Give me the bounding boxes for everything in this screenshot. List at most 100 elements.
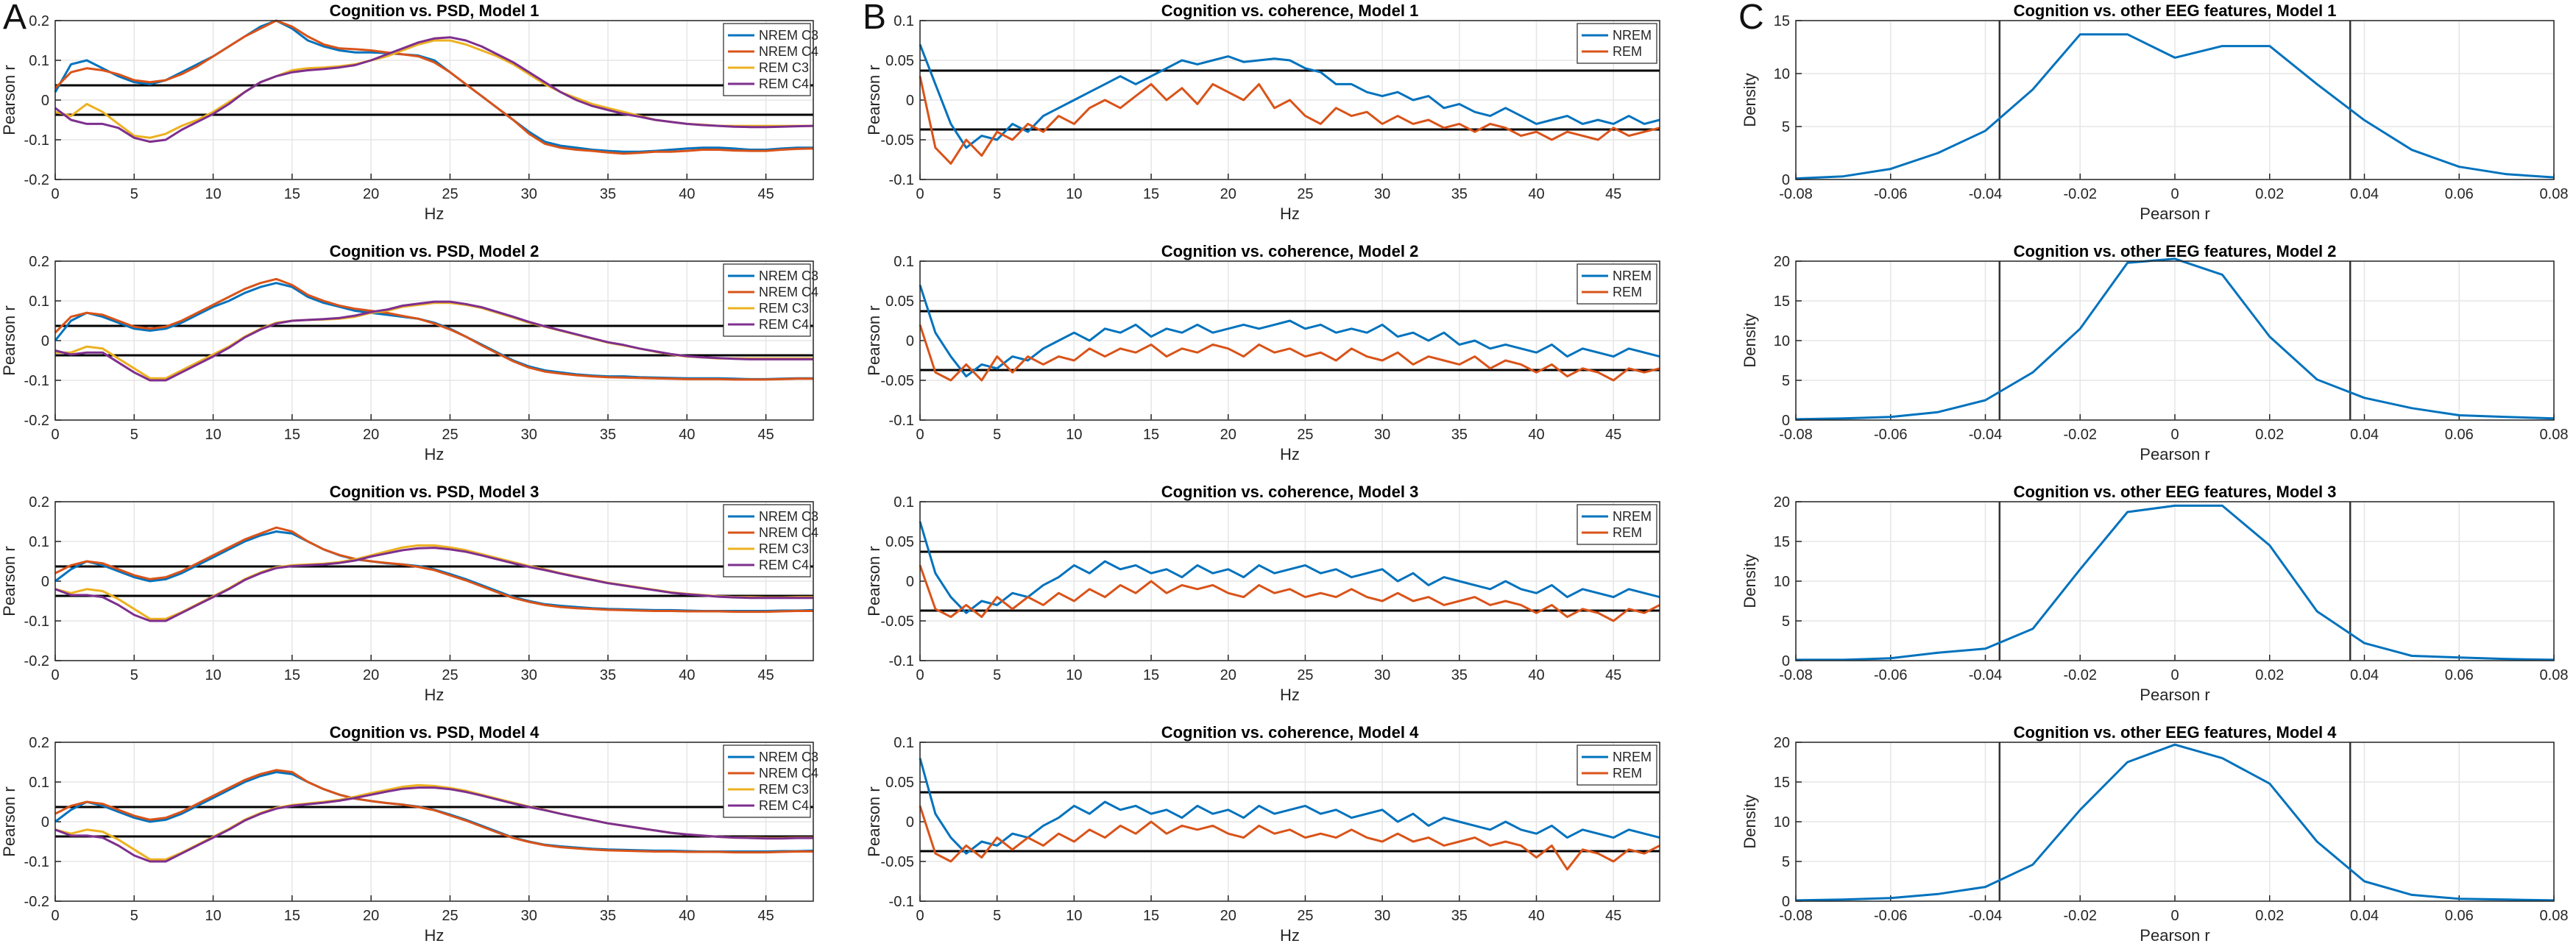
y-tick-label: 10 bbox=[1774, 333, 1790, 349]
series-line-rem-c4 bbox=[54, 547, 813, 622]
series-line-rem-c4 bbox=[54, 36, 814, 143]
chart-title: Cognition vs. PSD, Model 2 bbox=[330, 242, 539, 260]
chart-title: Cognition vs. coherence, Model 2 bbox=[1161, 242, 1419, 260]
y-tick-label: -0.1 bbox=[24, 373, 49, 389]
x-axis-label: Hz bbox=[425, 205, 445, 223]
y-tick-label: 15 bbox=[1774, 775, 1790, 791]
x-tick-label: -0.08 bbox=[1779, 186, 1813, 202]
x-tick-label: -0.04 bbox=[1969, 667, 2003, 683]
y-tick-label: 20 bbox=[1774, 494, 1790, 511]
y-tick-label: 0 bbox=[906, 333, 914, 349]
y-tick-label: 0 bbox=[41, 93, 49, 109]
x-tick-label: -0.04 bbox=[1969, 427, 2003, 443]
x-tick-label: -0.02 bbox=[2063, 667, 2097, 683]
x-tick-label: 0 bbox=[51, 667, 59, 683]
series-line-nrem-c4 bbox=[54, 19, 814, 155]
x-tick-label: 35 bbox=[1451, 908, 1468, 924]
x-tick-label: 0.02 bbox=[2255, 427, 2284, 443]
x-tick-label: 40 bbox=[679, 908, 695, 924]
x-tick-label: 0.02 bbox=[2255, 667, 2284, 683]
x-axis-label: Hz bbox=[425, 445, 445, 463]
y-tick-label: 15 bbox=[1774, 294, 1790, 310]
chart-b3: 0 5 10 15 20 25 30 35 40 45 -0.1 -0.05 0 0.05 0.1 Cogni… bbox=[865, 483, 1660, 704]
x-tick-label: 30 bbox=[521, 908, 537, 924]
x-tick-label: -0.04 bbox=[1969, 186, 2003, 202]
series-line-density bbox=[1795, 33, 2555, 180]
series-line-rem-c4 bbox=[54, 786, 813, 863]
y-tick-label: 0.05 bbox=[885, 53, 914, 69]
x-tick-label: 0.06 bbox=[2445, 427, 2474, 443]
y-tick-label: 0 bbox=[41, 574, 49, 590]
x-tick-label: 20 bbox=[1220, 186, 1236, 202]
axes-box bbox=[54, 20, 814, 180]
chart-b2: 0 5 10 15 20 25 30 35 40 45 -0.1 -0.05 0 0.05 0.1 Cogni… bbox=[865, 242, 1660, 463]
y-axis-label: Pearson r bbox=[0, 786, 18, 856]
x-tick-label: 40 bbox=[679, 667, 695, 683]
x-tick-label: -0.08 bbox=[1779, 667, 1813, 683]
y-axis-label: Density bbox=[1741, 313, 1759, 367]
y-tick-label: 5 bbox=[1782, 614, 1790, 630]
x-tick-label: 15 bbox=[1143, 427, 1159, 443]
series-line-nrem bbox=[919, 284, 1660, 378]
y-tick-label: 0.2 bbox=[29, 13, 49, 29]
chart-title: Cognition vs. PSD, Model 1 bbox=[330, 1, 539, 20]
y-tick-label: 0 bbox=[41, 814, 49, 831]
axes-box bbox=[54, 260, 814, 421]
x-tick-label: 0 bbox=[2170, 667, 2179, 683]
y-tick-label: 15 bbox=[1774, 13, 1790, 29]
y-tick-label: -0.1 bbox=[889, 894, 914, 910]
x-tick-label: 25 bbox=[1297, 667, 1313, 683]
x-tick-label: 40 bbox=[1528, 667, 1544, 683]
chart-a4: 0 5 10 15 20 25 30 35 40 45 -0.2 -0.1 0 0.1 0.2 Cogniti… bbox=[0, 723, 818, 945]
chart-b1: 0 5 10 15 20 25 30 35 40 45 -0.1 -0.05 0 0.05 0.1 Cogni… bbox=[865, 1, 1660, 223]
y-tick-label: 0.05 bbox=[885, 775, 914, 791]
y-tick-label: 0 bbox=[906, 814, 914, 831]
y-tick-label: 10 bbox=[1774, 66, 1790, 82]
y-tick-label: 0 bbox=[1782, 894, 1790, 910]
y-tick-label: -0.2 bbox=[24, 653, 49, 669]
chart-a2: 0 5 10 15 20 25 30 35 40 45 -0.2 -0.1 0 0.1 0.2 Cogniti… bbox=[0, 242, 818, 463]
y-axis-label: Density bbox=[1741, 73, 1759, 127]
legend-entry: NREM bbox=[1613, 509, 1652, 524]
x-tick-label: 0.06 bbox=[2445, 186, 2474, 202]
y-tick-label: 10 bbox=[1774, 814, 1790, 831]
x-axis-label: Hz bbox=[1280, 445, 1300, 463]
y-tick-label: 20 bbox=[1774, 254, 1790, 270]
y-tick-label: 0.1 bbox=[894, 13, 914, 29]
x-tick-label: 15 bbox=[284, 667, 300, 683]
legend-entry: REM C3 bbox=[759, 541, 809, 556]
y-tick-label: 0.1 bbox=[29, 775, 49, 791]
legend-entry: NREM bbox=[1613, 28, 1652, 43]
y-tick-label: 0.1 bbox=[894, 494, 914, 511]
x-tick-label: 35 bbox=[600, 908, 616, 924]
y-tick-label: -0.1 bbox=[24, 854, 49, 870]
x-tick-label: 30 bbox=[521, 186, 537, 202]
y-tick-label: -0.1 bbox=[889, 172, 914, 188]
series-line-rem bbox=[919, 564, 1660, 622]
y-tick-label: -0.05 bbox=[880, 854, 914, 870]
chart-c2: -0.08 -0.06 -0.04 -0.02 0 0.02 0.04 0.06 0.08 0 5 1… bbox=[1741, 242, 2568, 463]
x-tick-label: -0.06 bbox=[1874, 908, 1908, 924]
x-tick-label: 30 bbox=[1374, 427, 1390, 443]
x-tick-label: 40 bbox=[1528, 186, 1544, 202]
x-tick-label: 45 bbox=[758, 908, 774, 924]
x-tick-label: 10 bbox=[1066, 186, 1082, 202]
chart-title: Cognition vs. coherence, Model 3 bbox=[1161, 483, 1419, 501]
legend-box bbox=[1577, 504, 1657, 545]
x-tick-label: 0.04 bbox=[2350, 667, 2379, 683]
x-tick-label: -0.08 bbox=[1779, 908, 1813, 924]
x-tick-label: 40 bbox=[1528, 427, 1544, 443]
series-line-rem-c4 bbox=[54, 300, 813, 382]
y-axis-label: Pearson r bbox=[0, 546, 18, 616]
y-tick-label: 5 bbox=[1782, 119, 1790, 135]
y-tick-label: 0 bbox=[906, 93, 914, 109]
legend-box bbox=[1577, 23, 1657, 64]
panel-letter-c: C bbox=[1738, 0, 1764, 37]
series-line-nrem bbox=[919, 758, 1660, 855]
y-tick-label: 0.05 bbox=[885, 534, 914, 550]
chart-title: Cognition vs. other EEG features, Model … bbox=[2014, 483, 2337, 501]
x-axis-label: Hz bbox=[1280, 686, 1300, 704]
x-tick-label: 25 bbox=[1297, 908, 1313, 924]
